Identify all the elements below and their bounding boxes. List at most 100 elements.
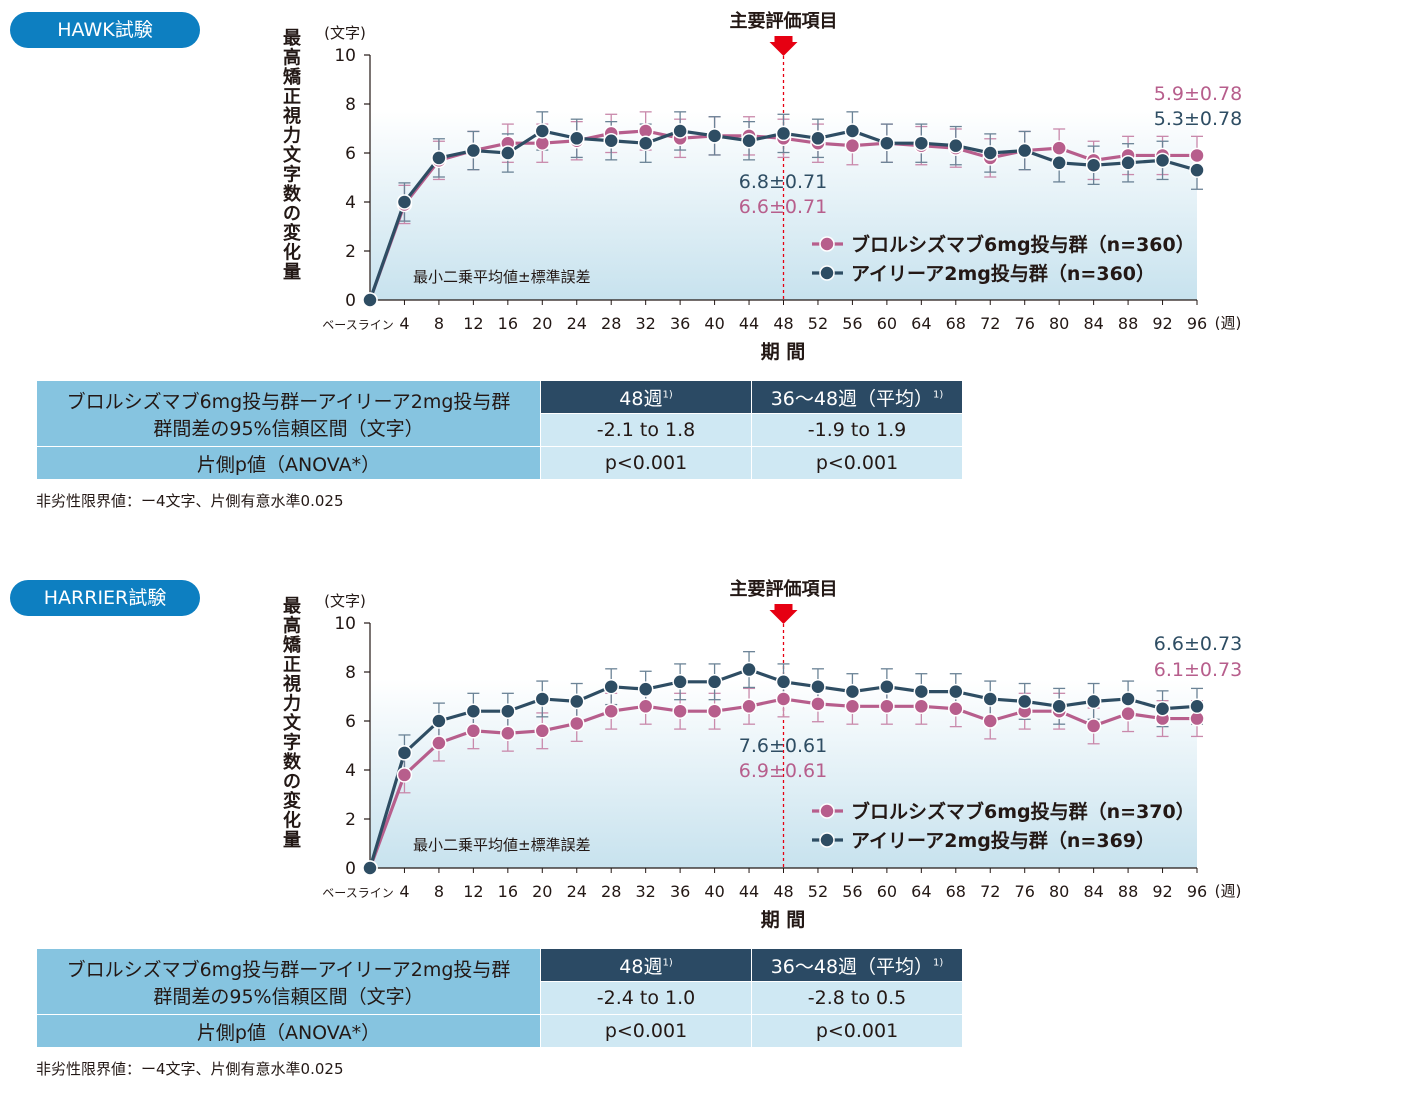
x-tick-label: 4 (399, 882, 409, 901)
x-tick-label: 36 (670, 882, 690, 901)
y-tick-label: 6 (345, 712, 356, 732)
x-tick-label: 8 (434, 882, 444, 901)
x-tick-label: 84 (1083, 882, 1103, 901)
x-tick-label: 72 (980, 882, 1000, 901)
x-tick-label: 68 (946, 314, 966, 333)
x-tick-label: 52 (808, 882, 828, 901)
legend-label-0: ブロルシズマブ6mg投与群（n=360） (851, 233, 1195, 256)
ci-48-value: -2.1 to 1.8 (540, 413, 752, 447)
x-tick-label: 76 (1015, 882, 1035, 901)
harrier-panel: HARRIER試験 0 2 4 6 8 10 (文字) 最高矯正視力文字数の変化量 ベースライン… (0, 568, 1420, 1108)
x-tick-label: 56 (842, 882, 862, 901)
series-point-1 (775, 125, 792, 142)
series-point-1 (1189, 162, 1205, 178)
legend-marker-0 (819, 803, 835, 819)
x-tick-label: 84 (1083, 314, 1103, 333)
series-point-0 (569, 715, 585, 732)
ci-36-48-value: -2.8 to 0.5 (751, 981, 963, 1015)
series-point-1 (982, 145, 998, 161)
x-tick-label: 28 (601, 314, 621, 333)
series-point-0 (1051, 140, 1067, 156)
series-point-0 (672, 703, 688, 719)
y-tick-label: 10 (334, 614, 356, 634)
series-point-1 (500, 145, 516, 161)
series-point-1 (362, 860, 378, 876)
series-point-0 (431, 735, 447, 751)
x-tick-label: 64 (911, 882, 931, 901)
ci-row-label-line2: 群間差の95%信頼区間（文字） (153, 985, 424, 1008)
series-point-1 (1189, 698, 1205, 715)
series-point-0 (844, 698, 861, 715)
series-point-1 (603, 133, 619, 149)
col-header-36-48: 36～48週（平均）1) (751, 948, 963, 982)
study-badge: HAWK試験 (10, 12, 200, 48)
series-point-0 (465, 723, 482, 739)
x-tick-label: 60 (877, 314, 897, 333)
series-point-1 (637, 681, 654, 697)
x-tick-label: 20 (532, 314, 552, 333)
series-point-0 (1085, 718, 1102, 734)
series-point-1 (637, 135, 654, 151)
legend-label-1: アイリーア2mg投与群（n=369） (851, 829, 1155, 852)
series-point-1 (672, 674, 688, 690)
series-point-1 (775, 674, 792, 690)
x-tick-label: 92 (1152, 882, 1172, 901)
p-36-48-value: p<0.001 (751, 446, 963, 480)
series-point-1 (534, 123, 551, 139)
p-row-label: 片側p値（ANOVA*） (36, 1014, 541, 1048)
x-tick-label: 12 (463, 882, 483, 901)
annotation-96-brolucizumab: 5.9±0.78 (1154, 83, 1242, 105)
x-tick-label: 92 (1152, 314, 1172, 333)
series-point-0 (913, 698, 930, 715)
x-tick-label: 96 (1187, 882, 1207, 901)
x-tick-label: 40 (704, 882, 724, 901)
annotation-48-aflibercept: 7.6±0.61 (739, 735, 827, 757)
y-tick-label: 8 (345, 95, 356, 115)
series-point-1 (844, 123, 861, 139)
ci-row-label: ブロルシズマブ6mg投与群ーアイリーア2mg投与群 群間差の95%信頼区間（文字… (36, 380, 541, 447)
y-tick-label: 8 (345, 663, 356, 683)
x-tick-label: 44 (739, 314, 759, 333)
legend-marker-1 (819, 265, 835, 281)
x-tick-label: 4 (399, 314, 409, 333)
y-unit-label: (文字) (324, 24, 366, 42)
x-tick-label: 16 (498, 882, 518, 901)
x-axis-title: 期 間 (761, 909, 806, 931)
primary-endpoint-label: 主要評価項目 (730, 578, 838, 600)
series-point-1 (1085, 693, 1102, 710)
series-point-1 (913, 683, 930, 700)
series-point-1 (913, 135, 930, 151)
series-point-1 (741, 661, 757, 678)
x-tick-label: 88 (1118, 314, 1138, 333)
p-36-48-value: p<0.001 (751, 1014, 963, 1048)
annotation-96-aflibercept: 6.6±0.73 (1154, 633, 1242, 655)
x-tick-label: 24 (567, 882, 587, 901)
y-tick-label: 6 (345, 144, 356, 164)
series-point-1 (569, 693, 585, 710)
annotation-48-brolucizumab: 6.6±0.71 (739, 196, 827, 218)
series-point-1 (465, 142, 482, 159)
series-point-0 (1120, 705, 1136, 722)
x-tick-label: 32 (635, 882, 655, 901)
y-tick-label: 4 (345, 761, 356, 781)
series-point-0 (1189, 147, 1205, 164)
series-point-1 (396, 194, 413, 210)
y-tick-label: 2 (345, 810, 356, 830)
p-48-value: p<0.001 (540, 1014, 752, 1048)
y-tick-label: 0 (345, 291, 356, 311)
x-tick-label: 28 (601, 882, 621, 901)
series-point-1 (1154, 701, 1171, 717)
x-tick-label: 32 (635, 314, 655, 333)
x-tick-label: 60 (877, 882, 897, 901)
y-axis-title: 最高矯正視力文字数の変化量 (282, 28, 302, 283)
legend-label-0: ブロルシズマブ6mg投与群（n=370） (851, 800, 1195, 823)
series-point-0 (982, 713, 998, 729)
series-point-1 (1016, 693, 1033, 710)
series-point-1 (431, 713, 447, 729)
series-point-0 (775, 691, 792, 707)
series-point-1 (948, 683, 964, 700)
x-tick-label: 88 (1118, 882, 1138, 901)
x-tick-label: 52 (808, 314, 828, 333)
y-tick-label: 10 (334, 46, 356, 66)
